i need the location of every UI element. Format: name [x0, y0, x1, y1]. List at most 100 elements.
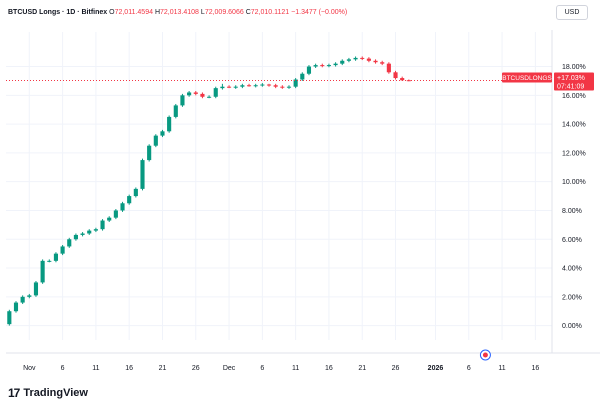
- change-value: −1.3477 (−0.00%): [291, 9, 348, 16]
- candle-body: [340, 60, 345, 64]
- close-value: 72,010.1121: [250, 9, 290, 16]
- y-tick-label: 14.00%: [562, 122, 586, 129]
- x-tick-label: 26: [192, 365, 200, 372]
- x-tick-label: 11: [498, 365, 505, 372]
- y-tick-label: 10.00%: [562, 179, 586, 186]
- event-marker-dot-icon: [482, 352, 488, 358]
- y-tick-label: 2.00%: [562, 294, 582, 301]
- candle-body: [253, 85, 258, 87]
- candle-body: [333, 63, 338, 66]
- candle-body: [393, 72, 398, 79]
- candle-body: [273, 85, 278, 87]
- candle-body: [187, 92, 192, 96]
- x-tick-label: 16: [531, 365, 539, 372]
- candle-body: [373, 60, 378, 63]
- candle-body: [226, 86, 232, 88]
- candle-body: [67, 239, 72, 247]
- low-value: 72,009.6066: [204, 9, 244, 16]
- open-label: O: [109, 9, 115, 16]
- candle-body: [320, 65, 325, 67]
- candle-body: [147, 145, 152, 161]
- x-tick-label: 11: [92, 365, 99, 372]
- open-value: 72,011.4594: [114, 9, 153, 16]
- candle-body: [193, 92, 198, 94]
- y-tick-label: 6.00%: [562, 237, 582, 244]
- candle-body: [286, 86, 292, 88]
- candle-body: [200, 93, 205, 97]
- candle-body: [313, 65, 318, 67]
- currency-button[interactable]: USD: [556, 5, 588, 20]
- candle-body: [160, 131, 165, 136]
- candle-body: [80, 233, 85, 235]
- x-tick-label: 26: [392, 365, 400, 372]
- symbol-title: BTCUSD Longs · 1D · Bitfinex: [8, 9, 108, 16]
- candle-body: [7, 311, 12, 325]
- low-label: L: [200, 9, 205, 16]
- y-tick-label: 4.00%: [562, 266, 582, 273]
- candle-body: [27, 295, 32, 297]
- candle-body: [180, 95, 185, 106]
- candle-body: [140, 160, 145, 189]
- candle-body: [353, 57, 358, 60]
- candle-body: [220, 86, 225, 89]
- candle-body: [360, 57, 365, 59]
- high-label: H: [154, 9, 161, 16]
- price-label-box: [554, 72, 594, 91]
- candle-body: [13, 302, 19, 312]
- price-label-title: BTCUSDLONGS: [502, 75, 552, 82]
- price-label-title-box: [502, 72, 552, 83]
- x-tick-label: Nov: [23, 365, 36, 372]
- x-tick-label: 6: [467, 365, 471, 372]
- tradingview-wordmark: TradingView: [23, 387, 88, 399]
- candle-body: [213, 88, 218, 97]
- candle-body: [260, 84, 265, 86]
- x-tick-label: Dec: [223, 365, 236, 372]
- candle-body: [120, 203, 125, 211]
- tradingview-mark-icon: 17: [8, 386, 20, 400]
- candle-body: [207, 96, 212, 98]
- candle-body: [233, 86, 238, 88]
- x-tick-label: 21: [159, 365, 167, 372]
- candle-body: [53, 253, 59, 261]
- y-tick-label: 12.00%: [562, 150, 586, 157]
- close-label: C: [245, 9, 251, 16]
- price-label-value: +17.03%: [557, 75, 585, 82]
- x-tick-label: 16: [325, 365, 333, 372]
- candle-body: [153, 135, 158, 146]
- candle-body: [73, 234, 78, 240]
- high-value: 72,013.4108: [160, 9, 199, 16]
- candle-body: [20, 296, 25, 303]
- candlestick-chart[interactable]: 0.00% 2.00% 4.00% 6.00% 8.00% 10.00% 12.00% 14.…: [0, 30, 600, 380]
- candle-body: [293, 79, 298, 87]
- candle-body: [127, 196, 132, 204]
- x-tick-label: 2026: [428, 365, 444, 372]
- candle-body: [246, 85, 252, 87]
- y-tick-label: 16.00%: [562, 93, 586, 100]
- candle-body: [266, 84, 272, 86]
- y-tick-label: 0.00%: [562, 323, 582, 330]
- candle-body: [400, 78, 405, 81]
- candle-body: [87, 230, 92, 234]
- candle-body: [326, 65, 332, 67]
- price-label-countdown: 07:41:09: [557, 84, 584, 91]
- candle-body: [93, 229, 98, 231]
- x-tick-label: 16: [125, 365, 133, 372]
- candle-body: [40, 260, 45, 283]
- y-tick-label: 8.00%: [562, 208, 582, 215]
- candle-body: [100, 220, 105, 230]
- chart-header: BTCUSD Longs · 1D · Bitfinex O72,011.459…: [8, 9, 347, 16]
- candle-body: [380, 62, 385, 64]
- candle-body: [33, 282, 39, 296]
- candle-body: [113, 210, 118, 218]
- y-tick-label: 18.00%: [562, 64, 586, 71]
- candle-body: [306, 66, 312, 74]
- candle-body: [107, 217, 112, 221]
- candle-body: [173, 105, 178, 117]
- candle-body: [300, 73, 305, 80]
- candle-body: [346, 59, 351, 61]
- x-tick-label: 21: [358, 365, 366, 372]
- tradingview-logo[interactable]: 17 TradingView: [8, 386, 88, 400]
- candle-body: [133, 188, 138, 197]
- candle-body: [60, 246, 65, 254]
- candle-body: [366, 58, 371, 61]
